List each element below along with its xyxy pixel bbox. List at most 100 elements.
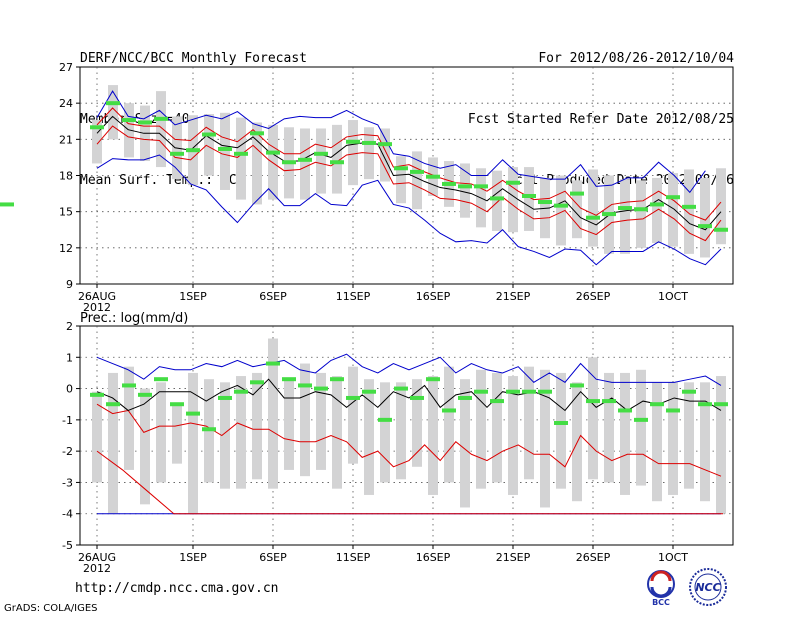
prec-ensemble-bar xyxy=(508,376,518,495)
temp-y-tick-label: 18 xyxy=(59,170,73,183)
temp-observed-mark xyxy=(0,202,14,207)
temp-ensemble-bar xyxy=(684,169,694,254)
temp-ensemble-bar xyxy=(92,120,102,164)
temp-observed-mark xyxy=(506,180,520,185)
temp-observed-mark xyxy=(474,184,488,189)
temp-ensemble-bar xyxy=(236,117,246,200)
temp-ensemble-bar xyxy=(572,180,582,239)
prec-ensemble-bar xyxy=(540,369,550,508)
temp-observed-mark xyxy=(442,181,456,186)
prec-observed-mark xyxy=(506,389,520,394)
prec-y-tick-label: -3 xyxy=(62,476,73,489)
temp-x-tick-label: 16SEP xyxy=(416,290,451,303)
temp-ensemble-bar xyxy=(588,169,598,247)
prec-ensemble-bar xyxy=(364,379,374,495)
temp-observed-mark xyxy=(122,118,136,123)
prec-ensemble-bar xyxy=(460,379,470,508)
prec-frame xyxy=(79,325,734,546)
prec-observed-mark xyxy=(346,395,360,400)
prec-y-tick-label: -2 xyxy=(62,445,73,458)
prec-observed-mark xyxy=(330,377,344,382)
prec-x-tick-label: 11SEP xyxy=(336,551,371,564)
temp-ensemble-bar xyxy=(492,170,502,231)
temp-ensemble-bar xyxy=(316,128,326,194)
temp-observed-mark xyxy=(714,227,728,232)
prec-ensemble-bar xyxy=(444,366,454,483)
prec-observed-mark xyxy=(186,411,200,416)
temp-observed-mark xyxy=(154,116,168,121)
ncc-logo: NCC xyxy=(689,568,727,606)
prec-observed-mark xyxy=(234,389,248,394)
temp-x-tick-label: 1OCT xyxy=(658,290,688,303)
prec-ensemble-bar xyxy=(396,382,406,480)
prec-observed-mark xyxy=(378,417,392,422)
temp-observed-mark xyxy=(330,160,344,165)
temp-ensemble-bar xyxy=(300,128,310,200)
prec-ensemble-bar xyxy=(332,376,342,489)
temp-ensemble-mean-line xyxy=(96,115,722,231)
temp-std-upper-line xyxy=(96,107,722,221)
prec-ensemble-bar xyxy=(252,372,262,480)
temp-ensemble-bar xyxy=(412,151,422,210)
prec-ensemble-bar xyxy=(668,382,678,495)
temp-observed-mark xyxy=(90,125,104,130)
source-url[interactable]: http://cmdp.ncc.cma.gov.cn xyxy=(75,581,279,596)
temp-ensemble-bar xyxy=(348,120,358,186)
temp-observed-mark xyxy=(410,169,424,174)
temp-observed-mark xyxy=(490,196,504,201)
temp-ensemble-bar xyxy=(156,91,166,168)
temp-x-tick-label: 21SEP xyxy=(496,290,531,303)
prec-x-tick-label: 26AUG xyxy=(78,551,116,564)
prec-observed-mark xyxy=(442,408,456,413)
prec-ensemble-bar xyxy=(92,391,102,483)
temp-y-tick-label: 9 xyxy=(66,278,73,291)
prec-ensemble-bar xyxy=(156,382,166,483)
prec-observed-mark xyxy=(666,408,680,413)
prec-observed-mark xyxy=(714,402,728,407)
prec-observed-mark xyxy=(618,408,632,413)
prec-ensemble-bar xyxy=(700,382,710,502)
temp-observed-mark xyxy=(314,151,328,156)
temp-observed-mark xyxy=(682,204,696,209)
prec-y-tick-label: -4 xyxy=(62,508,73,521)
temp-y-tick-label: 21 xyxy=(59,133,73,146)
temp-observed-mark xyxy=(378,142,392,147)
prec-observed-mark xyxy=(474,389,488,394)
prec-observed-mark xyxy=(586,399,600,404)
temp-x-tick-label: 26AUG xyxy=(78,290,116,303)
temp-ensemble-bar xyxy=(620,179,630,254)
prec-ensemble-bar xyxy=(716,376,726,514)
temp-y-tick-label: 27 xyxy=(59,61,73,74)
prec-observed-mark xyxy=(282,377,296,382)
prec-ensemble-bar xyxy=(380,382,390,483)
prec-ensemble-bar xyxy=(652,382,662,502)
prec-ensemble-bar xyxy=(188,372,198,514)
temp-observed-mark xyxy=(394,166,408,171)
prec-ensemble-bar xyxy=(412,379,422,467)
prec-observed-mark xyxy=(410,395,424,400)
temp-ensemble-min-line xyxy=(96,154,722,266)
temp-observed-mark xyxy=(586,215,600,220)
temp-ensemble-bar xyxy=(108,85,118,140)
prec-y-tick-label: 2 xyxy=(66,320,73,333)
prec-observed-mark xyxy=(650,402,664,407)
prec-ensemble-bar xyxy=(620,372,630,495)
temp-ensemble-bar xyxy=(460,163,470,218)
temp-ensemble-bar xyxy=(204,114,214,176)
temp-observed-mark xyxy=(250,131,264,136)
temp-observed-mark xyxy=(458,184,472,189)
prec-observed-mark xyxy=(138,392,152,397)
prec-ensemble-bar xyxy=(524,366,534,480)
temp-observed-mark xyxy=(362,140,376,145)
prec-observed-mark xyxy=(394,386,408,391)
temp-observed-mark xyxy=(186,148,200,153)
prec-ensemble-bar xyxy=(636,369,646,486)
prec-observed-mark xyxy=(570,383,584,388)
temp-ensemble-bar xyxy=(716,168,726,245)
temp-y-tick-label: 12 xyxy=(59,242,73,255)
prec-observed-mark xyxy=(314,386,328,391)
prec-ensemble-bar xyxy=(556,372,566,489)
temp-ensemble-bar xyxy=(252,122,262,205)
temp-x-tick-label: 26SEP xyxy=(576,290,611,303)
